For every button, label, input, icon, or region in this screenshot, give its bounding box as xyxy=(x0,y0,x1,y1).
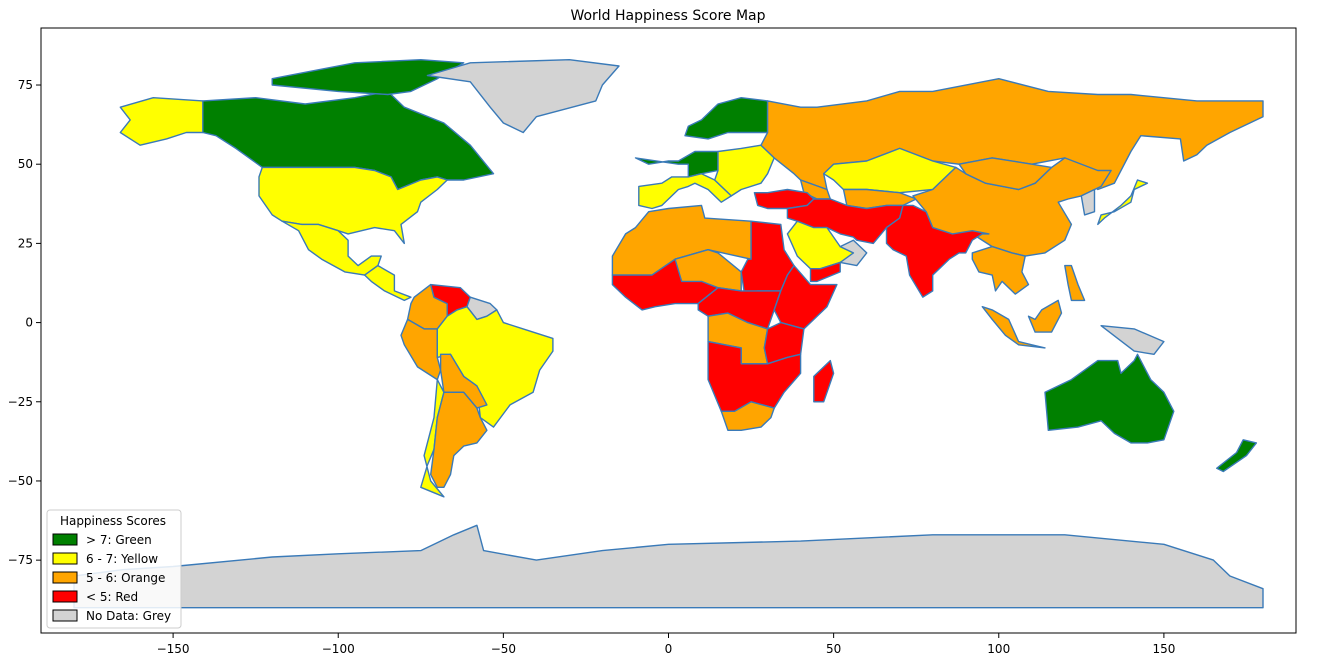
legend-swatch-red xyxy=(52,590,78,603)
region-central-africa xyxy=(697,287,782,330)
region-antarctica xyxy=(73,524,1264,609)
map-regions xyxy=(73,59,1264,609)
legend-label-red: < 5: Red xyxy=(86,590,138,604)
y-axis: 75 50 25 0 −25 −50 −75 xyxy=(8,78,41,567)
region-south-asia xyxy=(885,204,990,298)
region-southern-europe xyxy=(638,172,732,210)
legend-label-yellow: 6 - 7: Yellow xyxy=(86,552,158,566)
legend-swatch-yellow xyxy=(52,552,78,565)
y-tick-label: 25 xyxy=(18,236,33,250)
legend-title: Happiness Scores xyxy=(60,514,166,528)
x-axis: −150 −100 −50 0 50 100 150 xyxy=(157,633,1175,656)
map-title: World Happiness Score Map xyxy=(570,8,765,24)
region-arctic-islands xyxy=(271,59,465,96)
legend-frame xyxy=(46,509,182,629)
legend-swatch-grey xyxy=(52,609,78,622)
region-australia xyxy=(1044,353,1175,444)
y-tick-label: −25 xyxy=(8,395,33,409)
x-tick-label: 100 xyxy=(987,642,1010,656)
region-mexico xyxy=(281,220,382,276)
x-tick-label: −100 xyxy=(322,642,355,656)
region-madagascar xyxy=(813,359,835,403)
legend-label-green: > 7: Green xyxy=(86,533,152,547)
legend-swatch-orange xyxy=(52,571,78,584)
region-new-guinea xyxy=(1100,325,1165,355)
region-argentina xyxy=(430,391,488,488)
region-oman-uae xyxy=(839,239,868,267)
y-tick-label: 50 xyxy=(18,157,33,171)
x-tick-label: −150 xyxy=(157,642,190,656)
region-mongolia xyxy=(958,157,1053,191)
region-alaska xyxy=(119,96,204,146)
region-central-america xyxy=(364,264,412,302)
x-tick-label: 150 xyxy=(1152,642,1175,656)
region-eastern-europe xyxy=(714,144,775,197)
region-western-europe xyxy=(634,150,719,178)
region-myanmar-sea xyxy=(971,245,1030,295)
legend-label-grey: No Data: Grey xyxy=(86,609,171,623)
region-philippines xyxy=(1064,264,1086,302)
region-yemen xyxy=(809,261,841,283)
region-malaysia-indonesia xyxy=(981,306,1046,349)
legend: Happiness Scores > 7: Green 6 - 7: Yello… xyxy=(46,509,182,629)
x-tick-label: −50 xyxy=(491,642,516,656)
x-tick-label: 0 xyxy=(665,642,673,656)
legend-swatch-green xyxy=(52,533,78,546)
legend-label-orange: 5 - 6: Orange xyxy=(86,571,165,585)
region-greenland xyxy=(426,59,620,134)
y-tick-label: 0 xyxy=(25,316,33,330)
region-ecuador-peru xyxy=(400,318,442,381)
region-borneo xyxy=(1027,299,1063,333)
region-korea-japan-gap xyxy=(1080,188,1096,216)
region-new-zealand xyxy=(1215,439,1258,473)
y-tick-label: 75 xyxy=(18,78,33,92)
region-horn-of-africa xyxy=(773,264,838,330)
y-tick-label: −50 xyxy=(8,474,33,488)
y-tick-label: −75 xyxy=(8,553,33,567)
region-south-africa xyxy=(720,401,775,431)
region-nordics xyxy=(684,96,769,140)
region-bolivia-paraguay xyxy=(439,353,488,409)
region-japan xyxy=(1097,179,1149,226)
x-tick-label: 50 xyxy=(826,642,841,656)
